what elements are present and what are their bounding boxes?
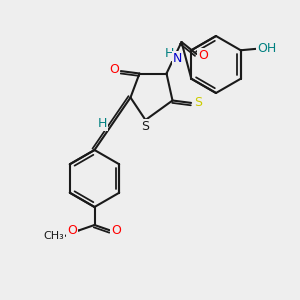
Text: S: S — [194, 96, 202, 110]
Text: OH: OH — [257, 42, 276, 55]
Text: O: O — [110, 63, 119, 76]
Text: CH₃: CH₃ — [44, 231, 64, 241]
Text: H: H — [97, 117, 107, 130]
Text: O: O — [111, 224, 121, 237]
Text: O: O — [68, 224, 77, 237]
Text: S: S — [142, 120, 149, 133]
Text: O: O — [198, 49, 208, 62]
Text: H: H — [165, 47, 174, 61]
Text: N: N — [173, 52, 183, 65]
